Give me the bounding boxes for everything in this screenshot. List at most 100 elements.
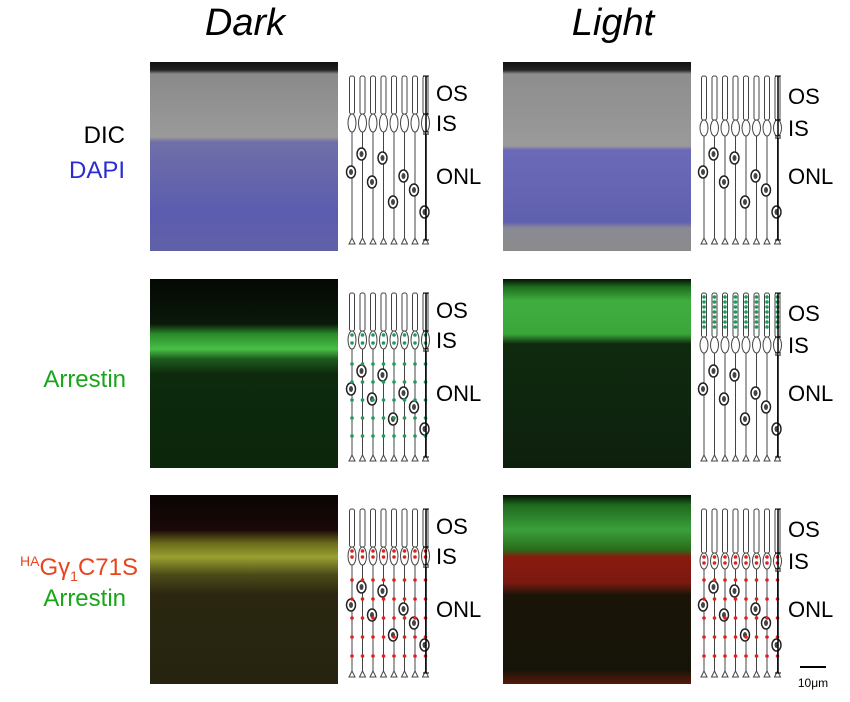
marker-dot xyxy=(371,555,375,559)
marker-dot xyxy=(744,654,748,658)
marker-dot xyxy=(350,434,354,438)
terminal xyxy=(411,453,419,462)
nucleus-core xyxy=(711,151,716,157)
marker-dot xyxy=(702,635,706,639)
marker-dot xyxy=(402,333,407,337)
outer-segment xyxy=(743,292,749,338)
marker-dot xyxy=(733,315,738,319)
outer-segment xyxy=(359,292,366,332)
marker-dot xyxy=(371,616,375,620)
terminal xyxy=(390,453,398,462)
marker-dot xyxy=(350,341,354,345)
terminal xyxy=(752,669,761,678)
outer-segment xyxy=(412,508,418,548)
marker-dot xyxy=(392,549,396,553)
layer-label: OS xyxy=(788,301,820,326)
terminal xyxy=(348,236,356,245)
layer-label: ONL xyxy=(788,164,833,189)
inner-segment xyxy=(752,336,761,354)
terminal xyxy=(721,236,729,245)
marker-dot xyxy=(413,616,417,620)
marker-dot xyxy=(754,305,759,309)
marker-dot xyxy=(754,325,759,329)
marker-dot xyxy=(360,549,365,553)
marker-dot xyxy=(402,654,407,658)
layer-label: IS xyxy=(788,333,809,358)
terminal xyxy=(390,236,398,245)
outer-segment xyxy=(370,292,376,332)
marker-dot xyxy=(723,305,727,309)
micrograph xyxy=(150,279,338,468)
nucleus-core xyxy=(764,187,768,193)
terminal xyxy=(421,453,430,462)
marker-dot xyxy=(765,578,769,582)
marker-dot xyxy=(413,341,417,345)
column-header: Dark xyxy=(204,2,286,44)
marker-dot xyxy=(702,654,706,658)
layer-label: ONL xyxy=(436,381,481,406)
outer-segment xyxy=(711,508,718,554)
terminal xyxy=(742,236,750,245)
terminal xyxy=(710,669,719,678)
marker-dot xyxy=(350,333,354,337)
outer-segment xyxy=(391,508,397,548)
marker-dot xyxy=(381,341,386,345)
terminal xyxy=(369,453,377,462)
inner-segment xyxy=(699,336,709,354)
marker-dot xyxy=(360,380,365,384)
column-header: Light xyxy=(571,2,655,44)
nucleus-core xyxy=(743,199,747,205)
nucleus-core xyxy=(349,386,353,392)
marker-dot xyxy=(744,310,748,314)
marker-dot xyxy=(723,300,727,304)
terminal xyxy=(710,236,719,245)
nucleus-core xyxy=(359,584,364,590)
layer-label: IS xyxy=(788,549,809,574)
layer-label: OS xyxy=(436,298,468,323)
layer-label: ONL xyxy=(788,381,833,406)
marker-dot xyxy=(712,310,717,314)
layer-label: IS xyxy=(436,544,457,569)
inner-segment xyxy=(762,119,772,137)
marker-dot xyxy=(371,380,375,384)
marker-dot xyxy=(765,654,769,658)
terminal xyxy=(358,669,367,678)
marker-dot xyxy=(765,555,769,559)
marker-dot xyxy=(371,597,375,601)
marker-dot xyxy=(765,295,769,299)
inner-segment xyxy=(720,336,730,354)
nucleus-core xyxy=(359,368,364,374)
terminal xyxy=(763,453,771,462)
terminal xyxy=(369,669,377,678)
marker-dot xyxy=(360,635,365,639)
marker-dot xyxy=(402,635,407,639)
outer-segment xyxy=(701,508,707,554)
marker-dot xyxy=(754,616,759,620)
nucleus-core xyxy=(732,372,737,378)
outer-segment xyxy=(391,75,397,115)
outer-segment xyxy=(764,292,770,338)
outer-segment xyxy=(732,292,739,338)
terminal xyxy=(752,453,761,462)
marker-dot xyxy=(360,616,365,620)
marker-dot xyxy=(765,310,769,314)
marker-dot xyxy=(402,398,407,402)
nucleus-core xyxy=(701,602,705,608)
marker-dot xyxy=(754,654,759,658)
marker-dot xyxy=(702,555,706,559)
row-label: HAGγ1C71S xyxy=(0,553,138,584)
outer-segment xyxy=(380,292,387,332)
terminal xyxy=(721,669,729,678)
marker-dot xyxy=(360,434,365,438)
terminal xyxy=(763,669,771,678)
marker-dot xyxy=(350,398,354,402)
marker-dot xyxy=(765,305,769,309)
marker-dot xyxy=(744,325,748,329)
marker-dot xyxy=(413,434,417,438)
inner-segment xyxy=(347,113,357,133)
nucleus-core xyxy=(359,151,364,157)
outer-segment xyxy=(753,292,760,338)
outer-segment xyxy=(722,75,728,121)
marker-dot xyxy=(381,616,386,620)
